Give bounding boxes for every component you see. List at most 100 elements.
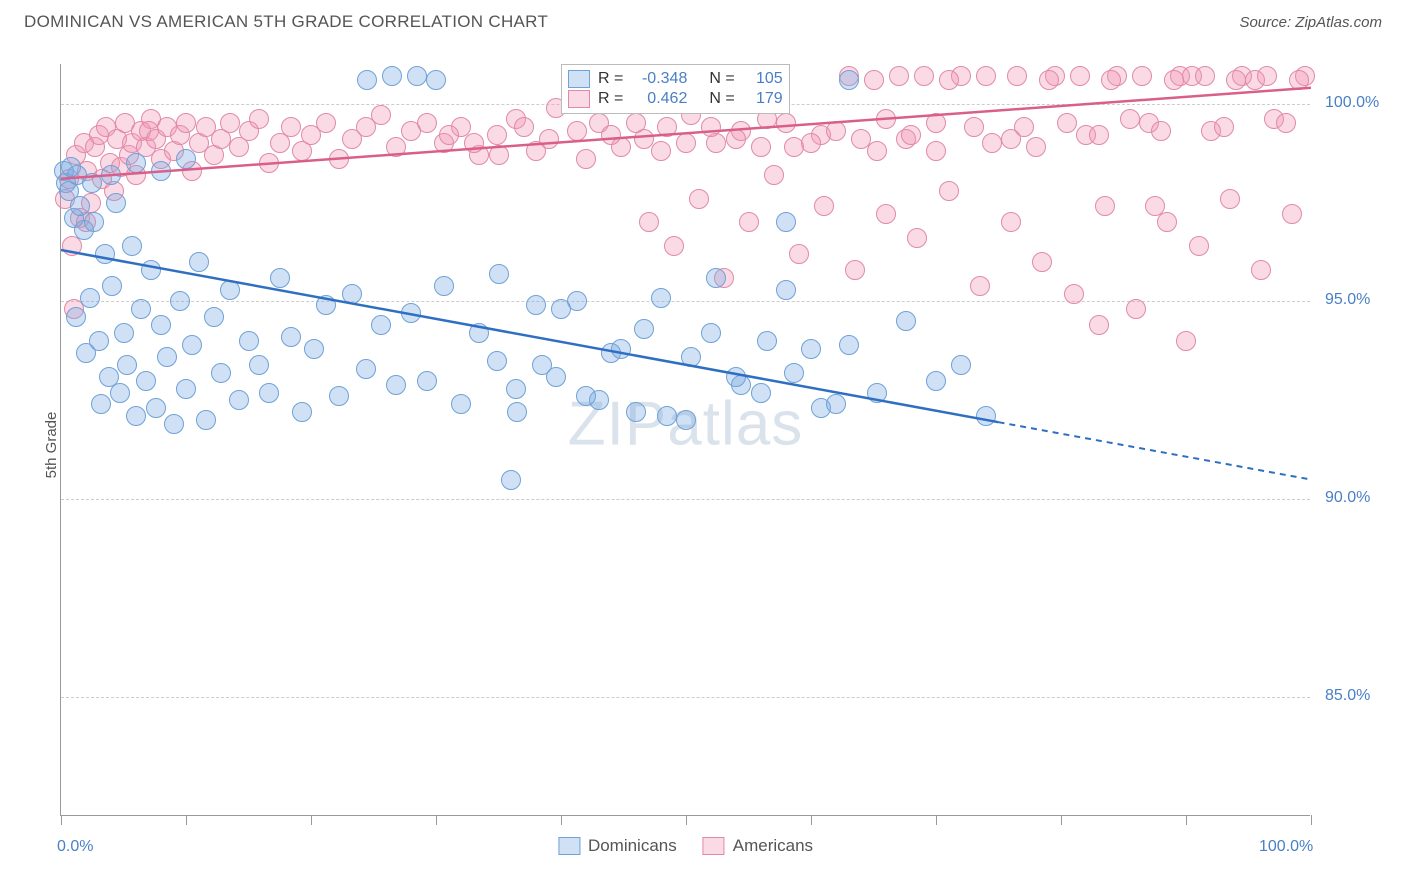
americans-point — [1226, 70, 1246, 90]
dominicans-point — [507, 402, 527, 422]
americans-point — [386, 137, 406, 157]
dominicans-point — [95, 244, 115, 264]
americans-point — [1032, 252, 1052, 272]
header: DOMINICAN VS AMERICAN 5TH GRADE CORRELAT… — [0, 0, 1406, 40]
americans-point — [867, 141, 887, 161]
legend-swatch — [558, 837, 580, 855]
americans-point — [514, 117, 534, 137]
americans-point — [489, 145, 509, 165]
americans-point — [789, 244, 809, 264]
americans-point — [1189, 236, 1209, 256]
americans-point — [1132, 66, 1152, 86]
americans-point — [1057, 113, 1077, 133]
americans-point — [845, 260, 865, 280]
dominicans-point — [826, 394, 846, 414]
dominicans-point — [101, 165, 121, 185]
x-tick — [61, 815, 62, 825]
dominicans-point — [801, 339, 821, 359]
dominicans-point — [434, 276, 454, 296]
dominicans-point — [976, 406, 996, 426]
dominicans-point — [164, 414, 184, 434]
americans-point — [1257, 66, 1277, 86]
legend-item: Dominicans — [558, 836, 677, 856]
americans-point — [851, 129, 871, 149]
americans-point — [764, 165, 784, 185]
americans-point — [1026, 137, 1046, 157]
dominicans-point — [66, 307, 86, 327]
americans-point — [1164, 70, 1184, 90]
americans-point — [220, 113, 240, 133]
americans-point — [926, 113, 946, 133]
dominicans-point — [80, 288, 100, 308]
dominicans-point — [651, 288, 671, 308]
americans-point — [664, 236, 684, 256]
americans-point — [801, 133, 821, 153]
trend-lines — [61, 64, 1311, 816]
dominicans-point — [342, 284, 362, 304]
americans-point — [657, 117, 677, 137]
gridline — [61, 301, 1310, 302]
americans-point — [1126, 299, 1146, 319]
americans-point — [316, 113, 336, 133]
dominicans-point — [220, 280, 240, 300]
chart-container: 5th Grade ZIPatlas 85.0%90.0%95.0%100.0%… — [60, 50, 1390, 840]
dominicans-point — [706, 268, 726, 288]
legend-swatch — [703, 837, 725, 855]
dominicans-point — [417, 371, 437, 391]
dominicans-point — [157, 347, 177, 367]
x-tick — [311, 815, 312, 825]
x-tick — [436, 815, 437, 825]
dominicans-point — [896, 311, 916, 331]
dominicans-point — [751, 383, 771, 403]
legend-label: Americans — [733, 836, 813, 856]
americans-point — [487, 125, 507, 145]
dominicans-point — [182, 335, 202, 355]
dominicans-point — [170, 291, 190, 311]
dominicans-point — [776, 212, 796, 232]
americans-point — [926, 141, 946, 161]
y-tick-label: 90.0% — [1325, 489, 1370, 507]
dominicans-point — [131, 299, 151, 319]
dominicans-point — [489, 264, 509, 284]
gridline — [61, 697, 1310, 698]
americans-point — [1151, 121, 1171, 141]
dominicans-point — [386, 375, 406, 395]
x-tick — [811, 815, 812, 825]
source-label: Source: ZipAtlas.com — [1239, 14, 1382, 31]
x-tick — [686, 815, 687, 825]
americans-point — [371, 105, 391, 125]
americans-point — [1007, 66, 1027, 86]
americans-point — [1001, 212, 1021, 232]
legend-item: Americans — [703, 836, 813, 856]
dominicans-point — [146, 398, 166, 418]
americans-point — [1214, 117, 1234, 137]
dominicans-point — [126, 406, 146, 426]
dominicans-point — [329, 386, 349, 406]
americans-point — [901, 125, 921, 145]
dominicans-point — [89, 331, 109, 351]
americans-point — [329, 149, 349, 169]
americans-point — [1289, 70, 1309, 90]
gridline — [61, 499, 1310, 500]
x-tick — [936, 815, 937, 825]
dominicans-point — [141, 260, 161, 280]
americans-point — [439, 125, 459, 145]
dominicans-point — [316, 295, 336, 315]
americans-point — [1120, 109, 1140, 129]
dominicans-point — [426, 70, 446, 90]
americans-point — [739, 212, 759, 232]
dominicans-point — [487, 351, 507, 371]
americans-point — [1101, 70, 1121, 90]
dominicans-point — [526, 295, 546, 315]
americans-point — [676, 133, 696, 153]
dominicans-point — [126, 153, 146, 173]
americans-point — [259, 153, 279, 173]
americans-point — [1220, 189, 1240, 209]
dominicans-point — [551, 299, 571, 319]
dominicans-point — [304, 339, 324, 359]
dominicans-point — [82, 173, 102, 193]
dominicans-point — [84, 212, 104, 232]
americans-point — [907, 228, 927, 248]
dominicans-point — [176, 149, 196, 169]
dominicans-point — [951, 355, 971, 375]
